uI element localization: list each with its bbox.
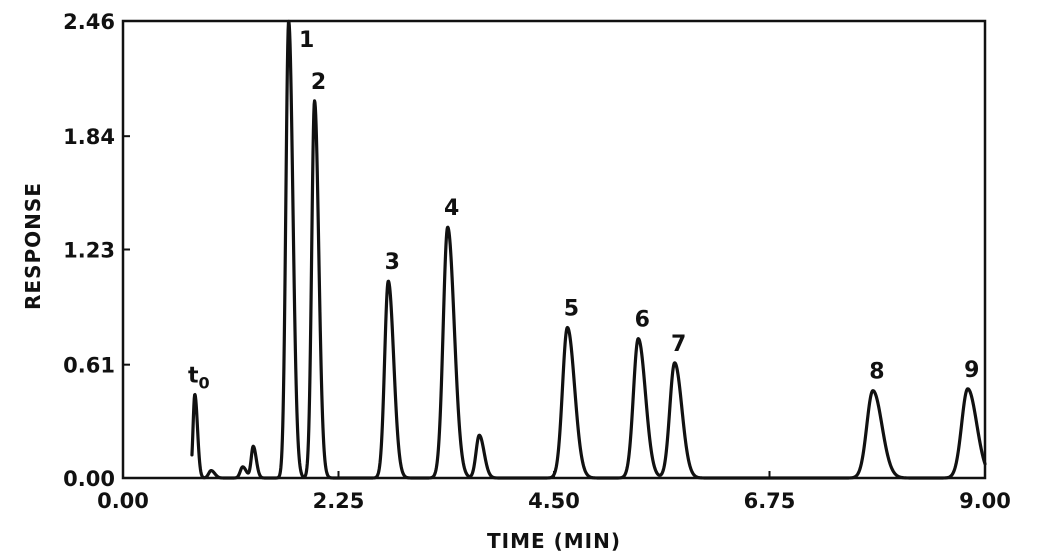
axis-ticks: 0.00 2.25 4.50 6.75 9.00 0.00 0.61 1.23 1.84 2.46: [63, 10, 1011, 513]
x-tick-label: 9.00: [959, 489, 1011, 513]
peak-label-text: 6: [635, 308, 650, 333]
peak-label-text: 9: [964, 358, 979, 383]
peak-label-text: 1: [299, 28, 314, 53]
peak-label: 8: [869, 360, 884, 385]
trace-group: [190, 19, 987, 480]
y-axis-title: RESPONSE: [21, 182, 45, 310]
peak-label-text: 2: [311, 70, 326, 95]
peak-label: 6: [635, 308, 650, 333]
x-tick-label: 4.50: [528, 489, 580, 513]
y-tick-label: 1.84: [63, 125, 115, 149]
y-tick-label: 0.00: [63, 467, 115, 491]
x-tick-label: 6.75: [744, 489, 796, 513]
x-tick-label: 0.00: [97, 489, 149, 513]
peak-label: t0: [188, 363, 210, 392]
peak-label: 3: [385, 250, 400, 275]
y-tick-label: 0.61: [63, 354, 115, 378]
peak-label: 7: [671, 332, 686, 357]
x-axis-title: TIME (MIN): [487, 529, 621, 552]
peak-labels: t0 1 2 3 4 5 67 8 9: [188, 28, 979, 392]
plot-frame: [121, 19, 987, 480]
peak-label: 5: [564, 297, 579, 322]
chromatogram-trace: [190, 19, 987, 480]
peak-label-text: t: [188, 363, 199, 388]
peak-label: 4: [444, 196, 459, 221]
x-tick-label: 2.25: [313, 489, 365, 513]
peak-label-subscript: 0: [199, 373, 210, 392]
peak-label-text: 3: [385, 250, 400, 275]
peak-label-text: 4: [444, 196, 459, 221]
peak-label-text: 8: [869, 360, 884, 385]
peak-label-text: 7: [671, 332, 686, 357]
y-tick-label: 1.23: [63, 239, 115, 263]
y-tick-label: 2.46: [63, 10, 115, 34]
peak-label: 9: [964, 358, 979, 383]
peak-label: 2: [311, 70, 326, 95]
peak-label: 1: [299, 28, 314, 53]
peak-label-text: 5: [564, 297, 579, 322]
